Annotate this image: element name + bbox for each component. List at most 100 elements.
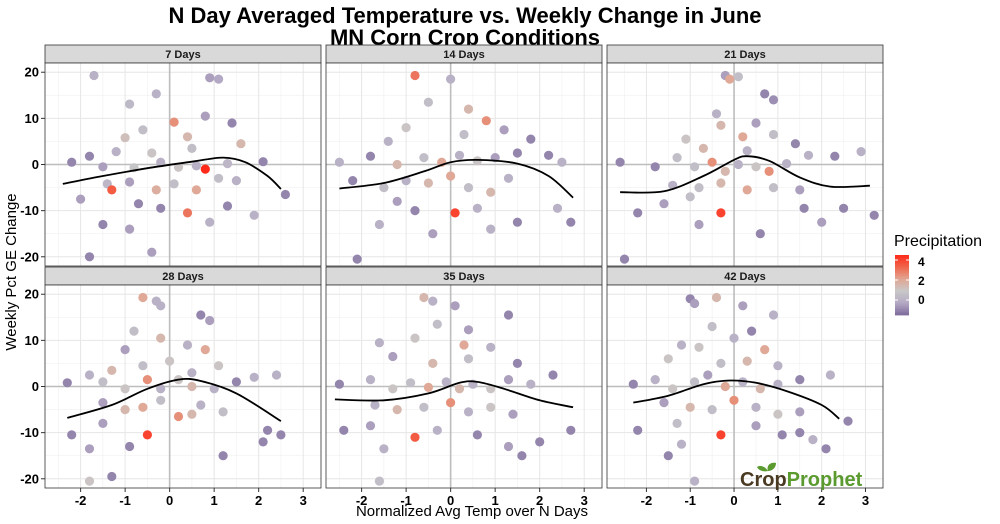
data-point — [676, 340, 687, 350]
data-point — [668, 384, 678, 394]
legend-gradient-step — [895, 309, 909, 311]
data-point — [463, 183, 474, 193]
x-tick-label: 1 — [211, 493, 218, 508]
data-point — [84, 444, 95, 454]
data-point — [156, 157, 166, 167]
data-point — [544, 150, 554, 160]
data-point — [156, 395, 166, 405]
legend-gradient-step — [895, 274, 909, 277]
legend-gradient-step — [895, 264, 909, 266]
data-point — [410, 70, 420, 81]
legend-gradient-step — [895, 297, 909, 299]
data-point — [711, 292, 722, 303]
x-tick-label: 0 — [730, 493, 737, 508]
data-point — [129, 326, 139, 336]
x-tick-label: 1 — [774, 493, 781, 508]
leaf-icon — [757, 462, 776, 472]
logo-text: CropProphet — [740, 469, 863, 491]
legend-gradient-step — [895, 307, 909, 310]
data-point — [419, 292, 429, 303]
legend-gradient-step — [895, 306, 909, 308]
data-point — [839, 203, 849, 213]
data-point — [419, 153, 429, 163]
x-axis-title: Normalized Avg Temp over N Days — [356, 503, 588, 520]
legend-gradient-step — [895, 304, 909, 307]
data-point — [690, 476, 700, 486]
data-point — [67, 157, 77, 167]
data-point — [125, 99, 135, 109]
data-point — [795, 375, 805, 385]
facet-panel: 35 Days -2 -1 0 1 2 3 — [325, 266, 603, 508]
data-point — [165, 356, 175, 366]
data-point — [486, 402, 496, 412]
data-point — [738, 301, 748, 311]
data-point — [423, 178, 433, 188]
y-tick-label: -10 — [20, 425, 39, 440]
data-point — [84, 151, 95, 161]
data-point — [799, 203, 809, 213]
trend-line — [62, 156, 282, 190]
data-point — [503, 375, 514, 385]
panel-border — [325, 284, 603, 489]
x-tick-label: 2 — [536, 493, 543, 508]
data-point — [138, 125, 148, 135]
trend-line — [334, 380, 574, 409]
data-point — [773, 409, 783, 419]
data-point — [348, 176, 358, 186]
panel-border — [325, 62, 603, 267]
data-point — [768, 95, 779, 105]
data-point — [566, 425, 576, 435]
logo-text-prophet: Prophet — [787, 469, 863, 491]
legend-gradient-step — [895, 256, 909, 259]
data-point — [125, 224, 135, 234]
data-point — [615, 157, 625, 167]
data-point — [276, 430, 286, 440]
data-point — [725, 74, 735, 84]
data-point — [419, 402, 429, 412]
y-tick-label: 20 — [25, 65, 39, 80]
data-point — [84, 476, 95, 486]
data-point — [676, 439, 687, 449]
legend-gradient-step — [895, 273, 909, 275]
trend-line — [633, 379, 840, 420]
data-point — [125, 177, 135, 187]
data-point — [98, 219, 108, 230]
data-point — [548, 370, 558, 380]
data-point — [98, 398, 108, 408]
data-point — [733, 159, 744, 170]
data-point — [459, 340, 469, 350]
data-point — [503, 310, 514, 320]
legend-gradient-step — [895, 303, 909, 305]
data-point — [459, 129, 469, 140]
data-point — [231, 176, 241, 186]
data-point — [125, 441, 135, 452]
data-point — [392, 196, 402, 206]
legend-gradient-step — [895, 294, 909, 296]
data-point — [133, 199, 144, 209]
data-point — [742, 356, 752, 366]
data-point — [633, 425, 643, 435]
data-point — [508, 409, 518, 419]
legend-gradient-step — [895, 271, 909, 274]
legend-gradient-step — [895, 289, 909, 292]
facet-strip-label: 7 Days — [165, 49, 200, 61]
y-axis-title: Weekly Pct GE Change — [3, 193, 20, 350]
legend-gradient-step — [895, 259, 909, 262]
data-point — [187, 143, 197, 153]
data-point — [147, 148, 157, 158]
data-point — [843, 416, 853, 426]
data-point — [67, 430, 77, 440]
data-point — [89, 70, 99, 81]
x-tick-label: 3 — [862, 493, 869, 508]
data-point — [410, 333, 420, 343]
data-point — [512, 358, 523, 368]
data-point — [169, 179, 179, 189]
data-point — [790, 139, 801, 149]
x-tick-label: 3 — [581, 493, 588, 508]
data-point — [187, 368, 197, 378]
data-point — [173, 411, 184, 422]
data-point — [120, 345, 130, 355]
data-point — [472, 203, 482, 213]
